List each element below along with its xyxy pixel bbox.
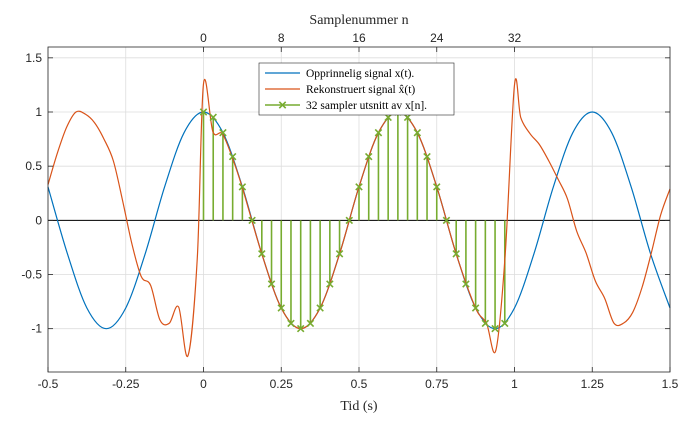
sample-marker: [491, 324, 499, 333]
sample-marker: [432, 183, 441, 191]
sample-marker: [481, 319, 490, 328]
x-tick-label: 0.25: [270, 377, 294, 391]
sample-marker: [364, 152, 373, 161]
top-tick-label: 32: [508, 31, 522, 45]
legend: Opprinnelig signal x(t). Rekonstruert si…: [258, 62, 455, 116]
sample-marker: [335, 250, 344, 258]
top-axis-ticks: 0 8 16 24 32: [200, 31, 521, 52]
sample-marker: [199, 108, 208, 116]
y-axis-ticks: -1 -0.5 0 0.5 1 1.5: [21, 51, 670, 336]
top-tick-label: 16: [352, 31, 366, 45]
sample-marker: [209, 113, 217, 122]
x-tick-label: 1: [511, 377, 518, 391]
legend-marker-samples: [278, 101, 287, 109]
x-axis-title: Tid (s): [340, 399, 378, 414]
sample-marker: [287, 319, 295, 328]
x-tick-label: 0.75: [425, 377, 449, 391]
sample-markers: [199, 108, 509, 333]
x-tick-label: -0.25: [112, 377, 140, 391]
x-axis-ticks: -0.5 -0.25 0 0.25 0.5 0.75 1 1.25 1.5: [38, 367, 679, 391]
sample-marker: [423, 152, 431, 161]
sample-marker: [238, 183, 247, 191]
y-tick-label: -1: [31, 322, 42, 336]
sample-marker: [267, 280, 276, 288]
sample-marker: [452, 250, 460, 258]
y-tick-label: 1.5: [25, 51, 42, 65]
y-tick-label: 0.5: [25, 159, 42, 173]
series-reconstructed-line: [47, 78, 671, 357]
sample-marker: [228, 152, 237, 161]
legend-label-reconstructed: Rekonstruert signal x̂(t): [306, 84, 415, 96]
sample-marker: [248, 216, 256, 225]
sample-stems: [202, 112, 506, 329]
legend-label-samples: 32 sampler utsnitt av x[n].: [306, 100, 427, 112]
y-tick-label: 0: [35, 213, 42, 227]
y-tick-label: -0.5: [21, 268, 42, 282]
sample-marker: [374, 128, 383, 137]
sample-marker: [471, 304, 480, 312]
top-tick-label: 24: [430, 31, 444, 45]
sample-marker: [219, 128, 227, 137]
y-tick-label: 1: [35, 105, 42, 119]
sample-marker: [277, 304, 286, 312]
top-axis-title: Samplenummer n: [309, 13, 408, 28]
sample-marker: [326, 280, 334, 288]
sample-marker: [306, 319, 315, 328]
top-tick-label: 8: [278, 31, 285, 45]
x-tick-label: 1.5: [662, 377, 679, 391]
x-tick-label: 0: [200, 377, 207, 391]
sample-marker: [413, 128, 422, 137]
legend-label-original: Opprinnelig signal x(t).: [306, 68, 414, 80]
sample-marker: [296, 324, 305, 333]
sample-marker: [316, 304, 324, 312]
sample-marker: [501, 319, 509, 328]
sample-marker: [258, 250, 266, 258]
legend-marker-cross: [278, 101, 287, 109]
x-tick-label: -0.5: [38, 377, 59, 391]
x-tick-label: 1.25: [581, 377, 605, 391]
sample-marker: [462, 280, 470, 288]
top-tick-label: 0: [200, 31, 207, 45]
sample-marker: [345, 216, 354, 225]
x-tick-label: 0.5: [351, 377, 368, 391]
sample-marker: [355, 183, 363, 191]
sample-marker: [442, 216, 451, 225]
